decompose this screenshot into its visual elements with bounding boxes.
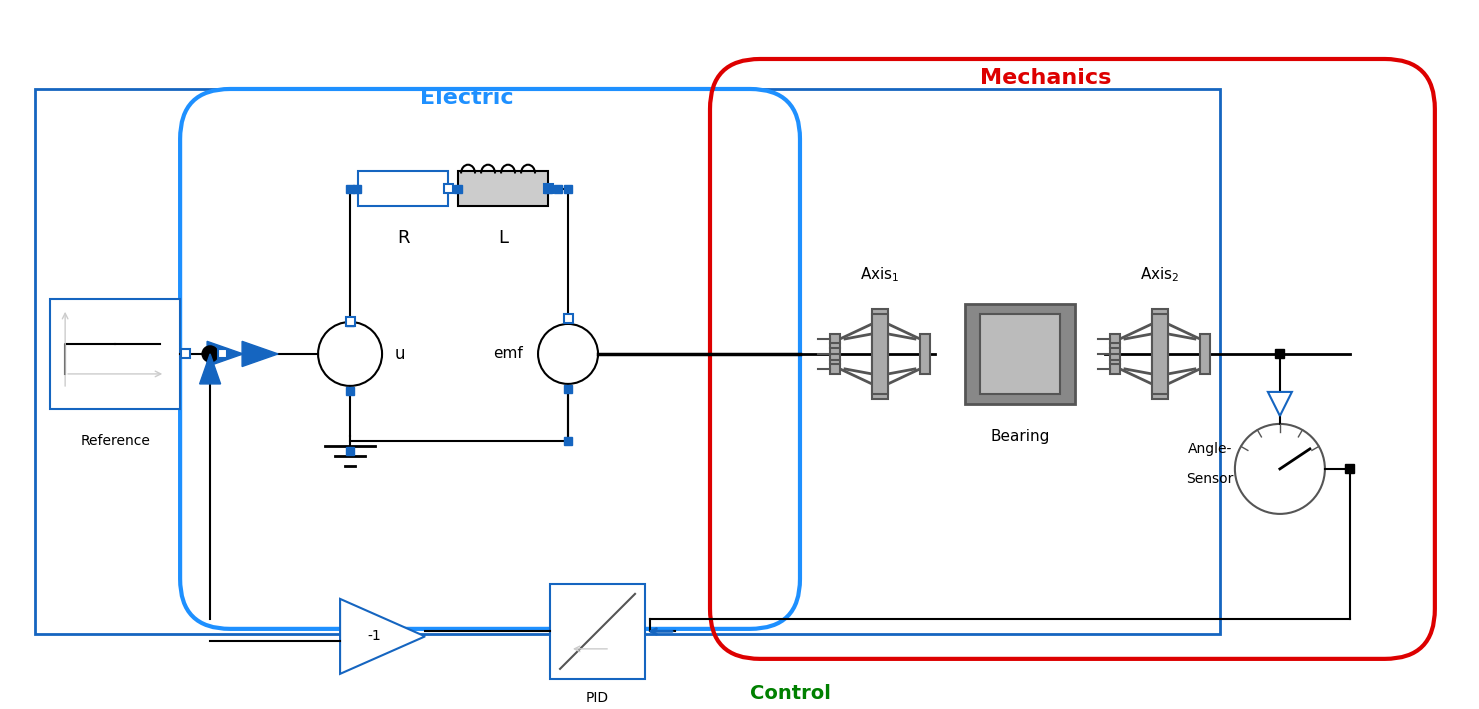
Text: PID: PID [586,691,609,705]
Bar [563,314,572,323]
Bar [454,185,461,193]
Text: -1: -1 [367,630,382,643]
Bar [444,184,453,194]
Bar [544,184,553,194]
Text: Bearing: Bearing [991,429,1050,444]
Polygon shape [340,599,424,674]
Bar [346,185,353,193]
FancyBboxPatch shape [358,172,448,206]
Polygon shape [920,334,930,374]
Bar [217,350,226,359]
Bar [180,350,189,359]
Polygon shape [243,341,278,367]
Bar [458,172,549,206]
FancyBboxPatch shape [964,304,1075,404]
Bar [1275,350,1284,359]
Polygon shape [1268,392,1291,416]
Bar [1346,464,1355,474]
Text: Axis$_2$: Axis$_2$ [1140,265,1180,284]
Text: Angle-: Angle- [1188,442,1232,456]
Bar [563,385,572,393]
Bar [346,387,353,395]
Text: Reference: Reference [80,434,149,448]
Circle shape [318,322,382,386]
Bar [353,185,361,193]
Text: Sensor: Sensor [1186,472,1233,486]
Bar [346,318,353,326]
Polygon shape [830,334,840,374]
Bar [1152,314,1168,394]
Bar [346,447,353,455]
FancyBboxPatch shape [981,314,1060,394]
Text: Control: Control [750,684,831,703]
Bar [346,318,355,326]
Circle shape [538,324,598,384]
FancyBboxPatch shape [35,89,1220,634]
Text: u: u [395,345,405,363]
Text: R: R [396,229,410,247]
FancyBboxPatch shape [550,584,645,679]
Polygon shape [1109,334,1120,374]
Polygon shape [200,354,220,384]
Polygon shape [1199,334,1210,374]
Polygon shape [873,309,887,399]
Circle shape [203,346,217,362]
Bar [563,185,572,193]
Polygon shape [1152,309,1168,399]
Bar [544,185,552,193]
Text: L: L [498,229,509,247]
Text: Mechanics: Mechanics [981,68,1111,88]
Bar [873,314,887,394]
Bar [563,437,572,445]
Text: Electric: Electric [420,88,513,108]
Polygon shape [207,341,243,367]
Text: Axis$_1$: Axis$_1$ [861,265,899,284]
FancyBboxPatch shape [50,299,180,409]
Text: emf: emf [493,347,524,362]
Circle shape [1235,424,1325,514]
Bar [555,185,562,193]
